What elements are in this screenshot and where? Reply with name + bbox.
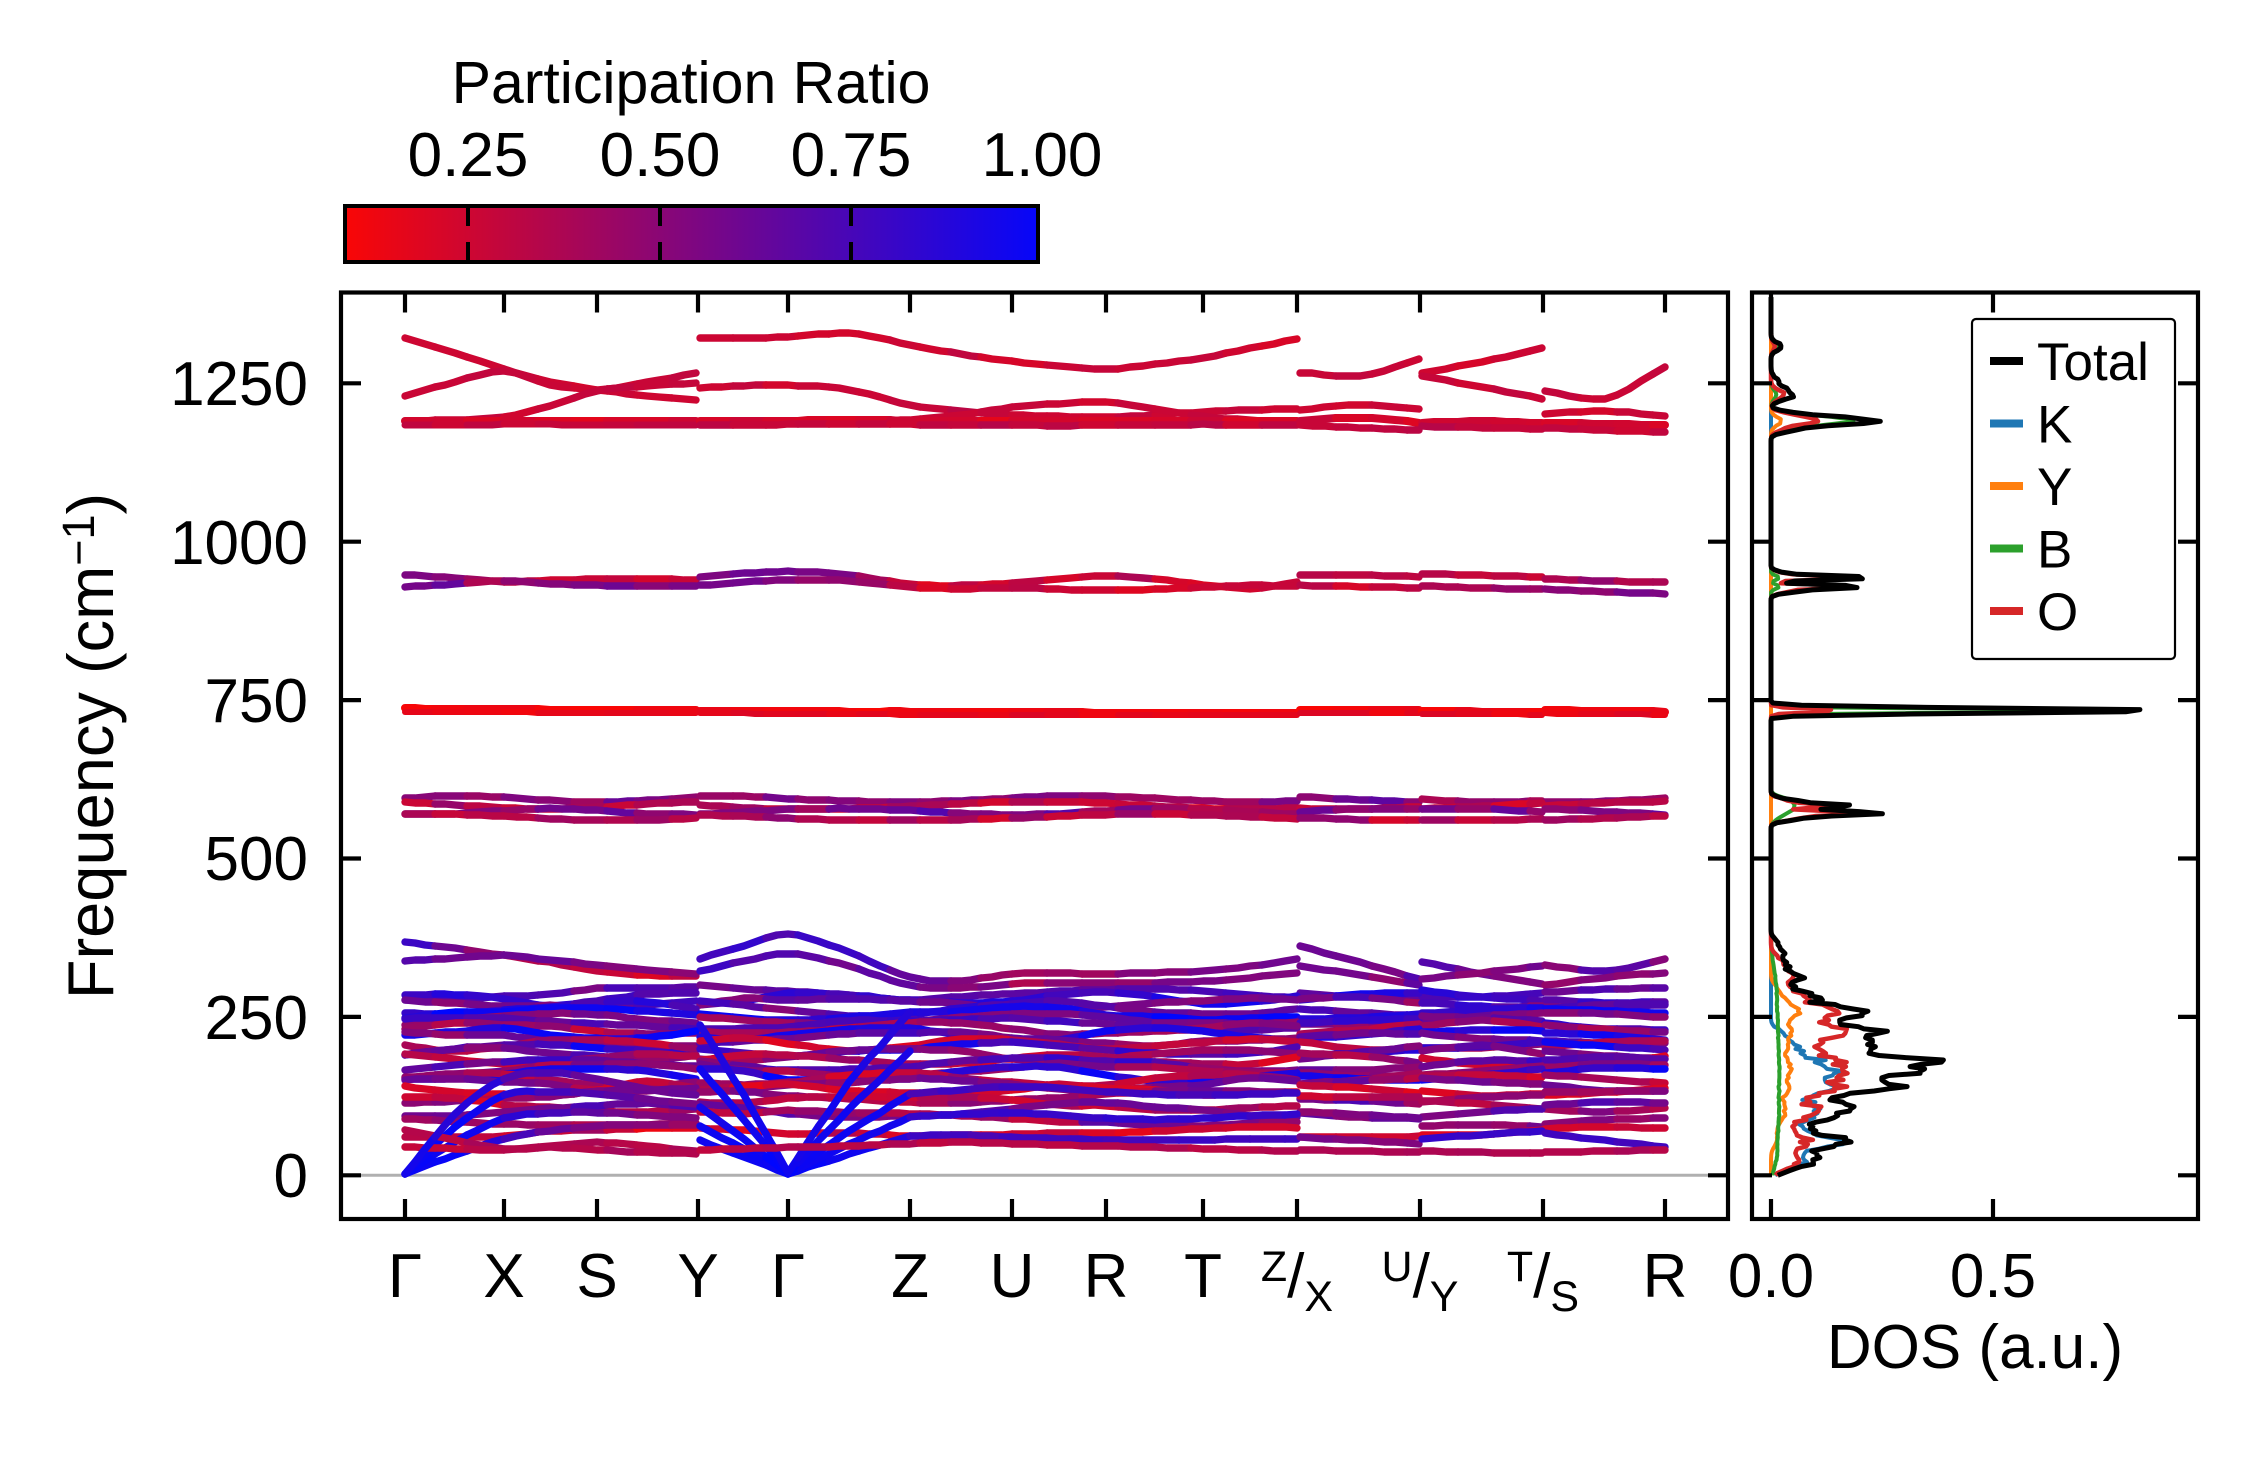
svg-text:Y: Y bbox=[677, 1242, 718, 1311]
svg-text:R: R bbox=[1643, 1242, 1688, 1311]
svg-text:Γ: Γ bbox=[388, 1242, 422, 1311]
svg-text:Frequency (cm−1): Frequency (cm−1) bbox=[53, 493, 127, 999]
svg-text:DOS (a.u.): DOS (a.u.) bbox=[1827, 1313, 2123, 1382]
svg-text:S: S bbox=[576, 1242, 617, 1311]
svg-text:Total: Total bbox=[2037, 333, 2149, 392]
svg-text:0.5: 0.5 bbox=[1950, 1242, 2036, 1311]
svg-text:O: O bbox=[2037, 583, 2078, 642]
svg-text:0: 0 bbox=[274, 1142, 308, 1211]
svg-text:U/Y: U/Y bbox=[1382, 1242, 1459, 1321]
svg-text:1000: 1000 bbox=[170, 509, 308, 578]
svg-text:Participation Ratio: Participation Ratio bbox=[452, 50, 931, 116]
svg-text:R: R bbox=[1084, 1242, 1129, 1311]
svg-text:250: 250 bbox=[205, 984, 308, 1053]
svg-text:T/S: T/S bbox=[1507, 1242, 1579, 1321]
svg-text:0.75: 0.75 bbox=[791, 121, 912, 190]
svg-text:Y: Y bbox=[2037, 458, 2072, 517]
svg-text:500: 500 bbox=[205, 825, 308, 894]
svg-text:1250: 1250 bbox=[170, 350, 308, 419]
svg-text:0.0: 0.0 bbox=[1728, 1242, 1814, 1311]
svg-text:0.25: 0.25 bbox=[408, 121, 529, 190]
svg-text:B: B bbox=[2037, 521, 2072, 580]
svg-text:750: 750 bbox=[205, 667, 308, 736]
svg-text:1.00: 1.00 bbox=[982, 121, 1103, 190]
svg-text:Z: Z bbox=[891, 1242, 929, 1311]
svg-text:Γ: Γ bbox=[771, 1242, 805, 1311]
svg-text:0.50: 0.50 bbox=[600, 121, 721, 190]
svg-text:T: T bbox=[1184, 1242, 1222, 1311]
svg-text:Z/X: Z/X bbox=[1261, 1242, 1333, 1321]
svg-text:X: X bbox=[483, 1242, 524, 1311]
svg-text:U: U bbox=[990, 1242, 1035, 1311]
svg-text:K: K bbox=[2037, 396, 2072, 455]
